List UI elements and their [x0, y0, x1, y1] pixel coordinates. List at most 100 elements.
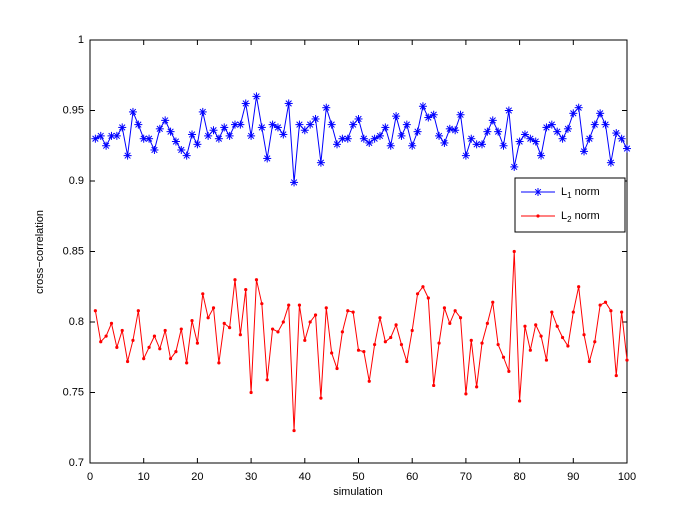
- marker-stroke: [145, 135, 153, 142]
- marker: [324, 306, 328, 310]
- marker: [99, 340, 103, 344]
- marker-stroke: [264, 155, 271, 162]
- marker-stroke: [446, 125, 453, 133]
- marker: [254, 278, 259, 282]
- marker-stroke: [204, 132, 212, 140]
- marker: [426, 296, 430, 300]
- legend-label: L1 norm: [561, 186, 600, 200]
- marker: [257, 123, 266, 132]
- marker: [609, 309, 613, 313]
- marker-stroke: [468, 135, 475, 142]
- marker: [491, 300, 495, 304]
- marker: [365, 138, 374, 147]
- marker: [386, 141, 395, 150]
- marker: [145, 134, 154, 143]
- marker: [555, 324, 559, 328]
- marker: [378, 316, 382, 320]
- x-tick-label: 100: [618, 471, 636, 483]
- marker: [413, 127, 422, 136]
- x-tick-label: 20: [191, 471, 203, 483]
- marker-stroke: [489, 117, 496, 124]
- marker-stroke: [328, 121, 335, 128]
- marker-stroke: [323, 104, 330, 111]
- marker: [478, 140, 487, 149]
- marker: [399, 342, 404, 347]
- marker-stroke: [124, 152, 131, 159]
- marker-stroke: [580, 148, 588, 155]
- marker: [195, 341, 199, 345]
- marker: [614, 373, 618, 378]
- marker: [515, 137, 524, 146]
- marker-stroke: [505, 107, 513, 114]
- marker: [303, 338, 307, 342]
- marker: [128, 107, 137, 116]
- marker: [464, 392, 468, 396]
- marker: [163, 328, 167, 333]
- marker: [623, 144, 631, 153]
- marker: [220, 123, 229, 132]
- marker: [249, 390, 253, 395]
- marker: [330, 351, 334, 355]
- marker-stroke: [188, 131, 196, 138]
- marker: [107, 131, 116, 140]
- marker-stroke: [623, 145, 631, 152]
- marker-stroke: [414, 128, 421, 135]
- marker-stroke: [521, 131, 529, 138]
- marker-stroke: [618, 135, 625, 142]
- marker: [617, 134, 626, 143]
- marker: [362, 350, 366, 354]
- marker: [356, 348, 361, 352]
- marker: [244, 287, 248, 292]
- marker-stroke: [527, 135, 534, 142]
- marker: [574, 103, 583, 112]
- marker-stroke: [339, 135, 346, 142]
- marker: [279, 130, 288, 139]
- marker: [247, 131, 256, 140]
- marker: [171, 137, 180, 146]
- marker-stroke: [494, 128, 502, 135]
- marker-stroke: [462, 152, 470, 159]
- marker-stroke: [570, 110, 577, 117]
- marker: [415, 292, 420, 296]
- marker: [349, 120, 358, 129]
- marker: [437, 341, 441, 345]
- marker: [150, 145, 159, 154]
- marker-stroke: [280, 131, 287, 138]
- marker: [402, 120, 411, 129]
- marker: [580, 147, 589, 156]
- marker: [252, 92, 261, 101]
- marker-stroke: [97, 132, 104, 140]
- marker-stroke: [548, 121, 556, 128]
- marker: [182, 151, 191, 160]
- marker: [174, 350, 178, 354]
- marker-stroke: [366, 139, 373, 147]
- y-tick-label: 0.9: [69, 175, 84, 187]
- marker: [120, 328, 124, 333]
- marker-stroke: [532, 138, 539, 145]
- marker: [209, 126, 218, 135]
- marker: [612, 129, 621, 138]
- marker-stroke: [290, 179, 298, 186]
- marker-stroke: [387, 142, 394, 149]
- marker: [166, 127, 175, 136]
- marker-stroke: [537, 152, 545, 159]
- marker: [488, 116, 497, 125]
- marker-stroke: [591, 121, 598, 128]
- marker: [131, 338, 135, 342]
- marker-stroke: [419, 103, 427, 110]
- marker-stroke: [543, 124, 550, 131]
- marker-stroke: [253, 93, 260, 100]
- marker: [290, 178, 299, 187]
- marker-stroke: [376, 132, 384, 140]
- marker-stroke: [534, 188, 542, 196]
- marker-stroke: [301, 127, 308, 134]
- marker: [214, 134, 223, 143]
- marker: [461, 151, 470, 160]
- marker: [569, 109, 578, 118]
- x-tick-label: 90: [567, 471, 579, 483]
- marker-stroke: [108, 132, 115, 140]
- marker: [204, 131, 213, 140]
- marker-stroke: [92, 135, 99, 142]
- marker-stroke: [484, 128, 491, 135]
- marker: [241, 99, 250, 108]
